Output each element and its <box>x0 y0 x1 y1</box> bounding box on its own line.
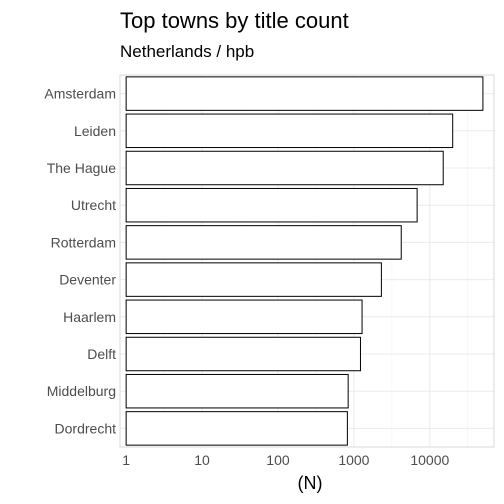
y-tick-label: Leiden <box>74 123 116 139</box>
bar-leiden <box>125 113 454 149</box>
bars <box>125 76 484 446</box>
y-tick-label: Rotterdam <box>51 234 116 250</box>
chart-subtitle: Netherlands / hpb <box>120 42 254 61</box>
y-tick-label: Deventer <box>59 272 116 288</box>
x-tick-label: 10000 <box>410 452 449 468</box>
bar-dordrecht <box>125 411 348 446</box>
y-tick-label: Dordrecht <box>55 420 117 436</box>
bar-amsterdam <box>125 76 484 111</box>
y-tick-label: Delft <box>87 346 116 362</box>
bar-rotterdam <box>125 225 402 260</box>
y-tick-label: The Hague <box>47 160 116 176</box>
bar-haarlem <box>125 299 363 335</box>
y-axis-labels: Amsterdam Leiden The Hague Utrecht Rotterdam… <box>44 86 116 437</box>
bar-deventer <box>125 262 382 297</box>
plot-panel <box>119 74 495 448</box>
y-tick-label: Haarlem <box>63 309 116 325</box>
x-tick-label: 1000 <box>338 452 369 468</box>
x-axis-labels: 1 10 100 1000 10000 <box>122 452 449 468</box>
y-tick-label: Middelburg <box>47 383 116 399</box>
x-tick-label: 1 <box>122 452 130 468</box>
bar-the-hague <box>125 150 444 186</box>
x-tick-label: 10 <box>194 452 210 468</box>
y-tick-label: Amsterdam <box>44 86 116 102</box>
x-axis-title: (N) <box>298 473 323 493</box>
chart-title: Top towns by title count <box>120 8 349 33</box>
y-tick-label: Utrecht <box>71 197 116 213</box>
bar-middelburg <box>125 373 349 409</box>
bar-delft <box>125 336 361 372</box>
bar-utrecht <box>125 187 418 223</box>
x-tick-label: 100 <box>266 452 290 468</box>
